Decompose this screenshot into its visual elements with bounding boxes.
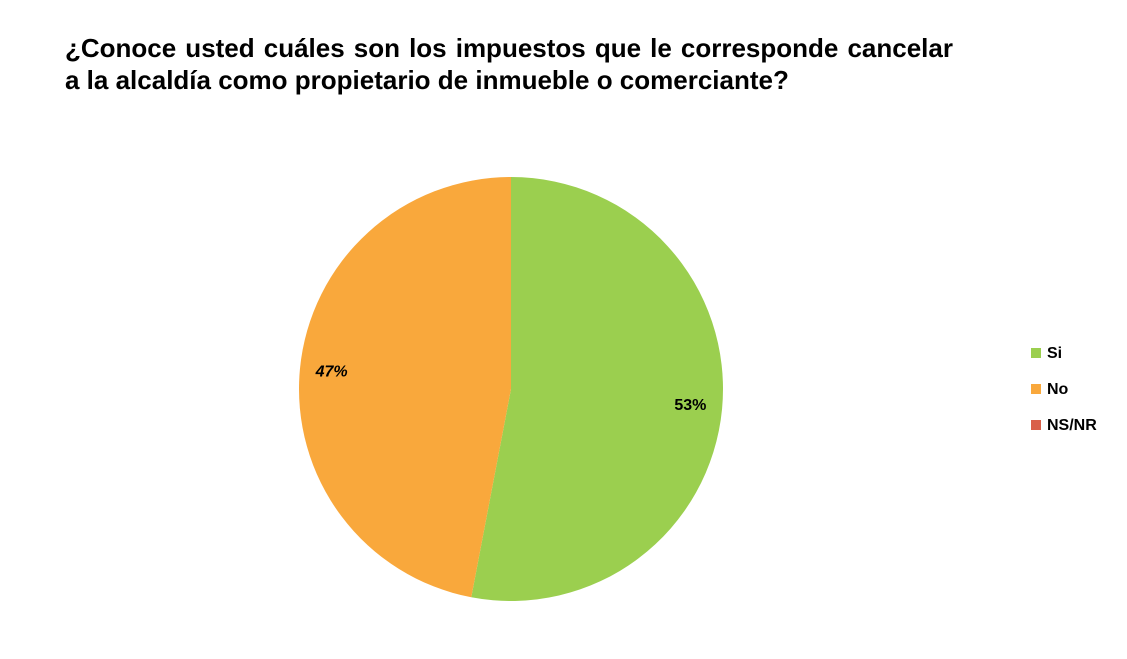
pie-slice xyxy=(471,177,724,601)
legend-label: Si xyxy=(1047,345,1062,362)
legend-label: No xyxy=(1047,381,1069,398)
legend-swatch xyxy=(1031,420,1041,430)
data-label: 53% xyxy=(674,397,706,414)
legend-label: NS/NR xyxy=(1047,417,1097,434)
legend-swatch xyxy=(1031,384,1041,394)
chart-title: ¿Conoce usted cuáles son los impuestos q… xyxy=(65,33,953,95)
legend-swatch xyxy=(1031,348,1041,358)
data-label: 47% xyxy=(315,363,348,380)
pie-slice xyxy=(299,177,511,598)
